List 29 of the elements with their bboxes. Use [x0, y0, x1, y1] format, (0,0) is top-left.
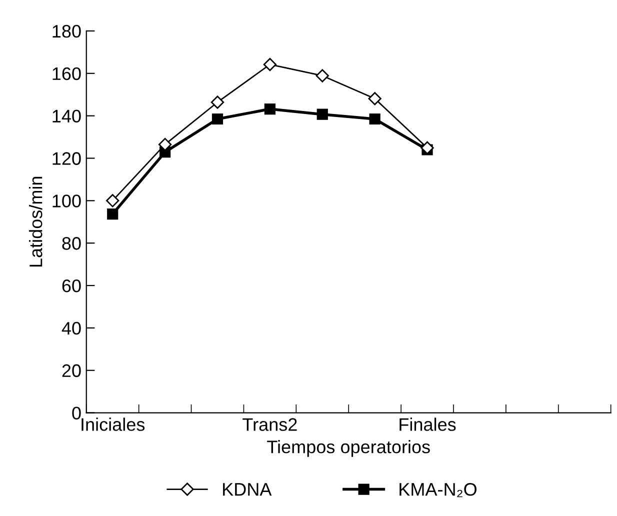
point — [107, 208, 118, 220]
x-tick-label: Iniciales — [82, 418, 145, 431]
x-tick-label: Finales — [400, 418, 456, 431]
legend-label: KMA-N₂O — [400, 482, 476, 498]
y-axis-title: Latidos/min — [29, 176, 42, 267]
point — [316, 108, 328, 120]
point — [420, 141, 434, 154]
y-tick-label: 0 — [72, 406, 81, 420]
y-tick-label: 100 — [52, 194, 81, 208]
y-tick-label: 180 — [52, 24, 81, 38]
point — [316, 69, 329, 82]
point — [369, 113, 380, 125]
y-tick-label: 80 — [62, 237, 81, 250]
point — [263, 58, 277, 72]
y-tick-label: 60 — [62, 279, 81, 292]
x-tick-label: Trans2 — [242, 418, 297, 431]
point — [158, 138, 172, 152]
x-axis-title: Tiempos operatorios — [267, 440, 430, 457]
legend-label: KDNA — [223, 483, 272, 496]
point — [210, 96, 224, 109]
point — [212, 113, 224, 125]
y-tick-label: 160 — [52, 67, 81, 80]
y-tick-label: 20 — [62, 364, 81, 378]
point — [264, 103, 276, 115]
y-tick-label: 120 — [52, 152, 81, 165]
y-tick-label: 40 — [62, 322, 81, 335]
point — [106, 194, 120, 208]
y-tick-label: 140 — [52, 110, 81, 123]
point — [368, 92, 382, 106]
